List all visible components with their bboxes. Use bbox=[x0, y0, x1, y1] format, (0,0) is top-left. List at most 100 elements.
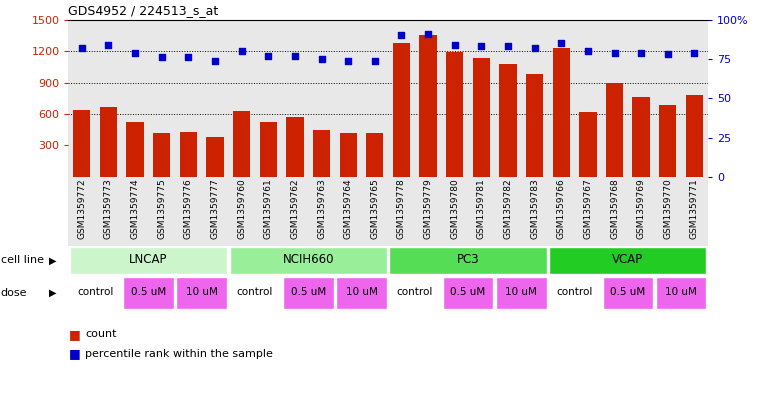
Bar bbox=[233, 111, 250, 177]
Point bbox=[342, 57, 354, 64]
Bar bbox=[153, 133, 170, 177]
Point bbox=[209, 57, 221, 64]
Bar bbox=[419, 35, 437, 177]
Bar bbox=[286, 117, 304, 177]
Point bbox=[289, 53, 301, 59]
Text: 0.5 uM: 0.5 uM bbox=[451, 287, 486, 297]
Point bbox=[528, 45, 540, 51]
Text: GSM1359773: GSM1359773 bbox=[104, 178, 113, 239]
Point bbox=[368, 57, 380, 64]
Text: 10 uM: 10 uM bbox=[186, 287, 218, 297]
Text: GSM1359760: GSM1359760 bbox=[237, 178, 246, 239]
Bar bbox=[283, 277, 333, 309]
Text: GSM1359782: GSM1359782 bbox=[504, 178, 512, 239]
Bar bbox=[656, 277, 706, 309]
Text: control: control bbox=[237, 287, 273, 297]
Bar bbox=[336, 277, 387, 309]
Text: 10 uM: 10 uM bbox=[505, 287, 537, 297]
Point bbox=[262, 53, 274, 59]
Bar bbox=[499, 64, 517, 177]
Bar bbox=[73, 110, 91, 177]
Bar bbox=[659, 105, 677, 177]
Text: 0.5 uM: 0.5 uM bbox=[131, 287, 166, 297]
Text: LNCAP: LNCAP bbox=[129, 253, 167, 266]
Point bbox=[422, 31, 434, 37]
Point bbox=[236, 48, 248, 54]
Text: GSM1359763: GSM1359763 bbox=[317, 178, 326, 239]
Bar bbox=[123, 277, 174, 309]
Bar bbox=[366, 133, 384, 177]
Bar bbox=[180, 132, 197, 177]
Text: ■: ■ bbox=[68, 327, 80, 341]
Bar bbox=[579, 112, 597, 177]
Bar bbox=[603, 277, 653, 309]
Text: dose: dose bbox=[1, 288, 27, 298]
Bar bbox=[313, 130, 330, 177]
Point bbox=[75, 45, 88, 51]
Bar bbox=[686, 95, 703, 177]
Text: count: count bbox=[85, 329, 116, 339]
Text: GSM1359775: GSM1359775 bbox=[158, 178, 166, 239]
Text: GSM1359761: GSM1359761 bbox=[264, 178, 272, 239]
Text: ▶: ▶ bbox=[49, 255, 57, 265]
Bar bbox=[70, 247, 227, 274]
Text: GSM1359769: GSM1359769 bbox=[637, 178, 645, 239]
Bar bbox=[496, 277, 546, 309]
Point bbox=[182, 54, 194, 61]
Bar bbox=[393, 43, 410, 177]
Bar bbox=[606, 83, 623, 177]
Text: ▶: ▶ bbox=[49, 288, 57, 298]
Bar bbox=[126, 122, 144, 177]
Text: GDS4952 / 224513_s_at: GDS4952 / 224513_s_at bbox=[68, 4, 218, 17]
Text: 0.5 uM: 0.5 uM bbox=[291, 287, 326, 297]
Text: GSM1359762: GSM1359762 bbox=[291, 178, 299, 239]
Point bbox=[555, 40, 567, 46]
Text: ■: ■ bbox=[68, 347, 80, 360]
Point bbox=[449, 42, 461, 48]
Text: VCAP: VCAP bbox=[612, 253, 644, 266]
Point bbox=[661, 51, 674, 57]
Text: GSM1359780: GSM1359780 bbox=[451, 178, 459, 239]
Point bbox=[475, 43, 487, 50]
Bar bbox=[230, 277, 280, 309]
Point bbox=[635, 50, 647, 56]
Text: control: control bbox=[556, 287, 593, 297]
Text: GSM1359765: GSM1359765 bbox=[371, 178, 379, 239]
Text: GSM1359778: GSM1359778 bbox=[397, 178, 406, 239]
Text: GSM1359777: GSM1359777 bbox=[211, 178, 219, 239]
Point bbox=[502, 43, 514, 50]
Text: 0.5 uM: 0.5 uM bbox=[610, 287, 645, 297]
Bar bbox=[552, 48, 570, 177]
Point bbox=[315, 56, 327, 62]
Text: GSM1359783: GSM1359783 bbox=[530, 178, 539, 239]
Bar bbox=[473, 59, 490, 177]
Bar bbox=[339, 133, 357, 177]
Bar bbox=[390, 247, 546, 274]
Bar bbox=[177, 277, 227, 309]
Text: GSM1359770: GSM1359770 bbox=[664, 178, 672, 239]
Text: GSM1359779: GSM1359779 bbox=[424, 178, 432, 239]
Point bbox=[396, 32, 408, 39]
Text: PC3: PC3 bbox=[457, 253, 479, 266]
Text: cell line: cell line bbox=[1, 255, 44, 265]
Bar bbox=[526, 74, 543, 177]
Text: GSM1359767: GSM1359767 bbox=[584, 178, 592, 239]
Bar bbox=[260, 122, 277, 177]
Bar bbox=[549, 277, 600, 309]
Text: NCIH660: NCIH660 bbox=[282, 253, 334, 266]
Bar bbox=[632, 97, 650, 177]
Text: GSM1359768: GSM1359768 bbox=[610, 178, 619, 239]
Text: percentile rank within the sample: percentile rank within the sample bbox=[85, 349, 273, 359]
Text: GSM1359774: GSM1359774 bbox=[131, 178, 139, 239]
Text: control: control bbox=[77, 287, 113, 297]
Bar bbox=[446, 52, 463, 177]
Point bbox=[608, 50, 620, 56]
Bar bbox=[100, 107, 117, 177]
Bar bbox=[70, 277, 120, 309]
Text: control: control bbox=[396, 287, 433, 297]
Point bbox=[688, 50, 700, 56]
Point bbox=[129, 50, 142, 56]
Bar bbox=[230, 247, 387, 274]
Bar bbox=[206, 137, 224, 177]
Text: GSM1359776: GSM1359776 bbox=[184, 178, 193, 239]
